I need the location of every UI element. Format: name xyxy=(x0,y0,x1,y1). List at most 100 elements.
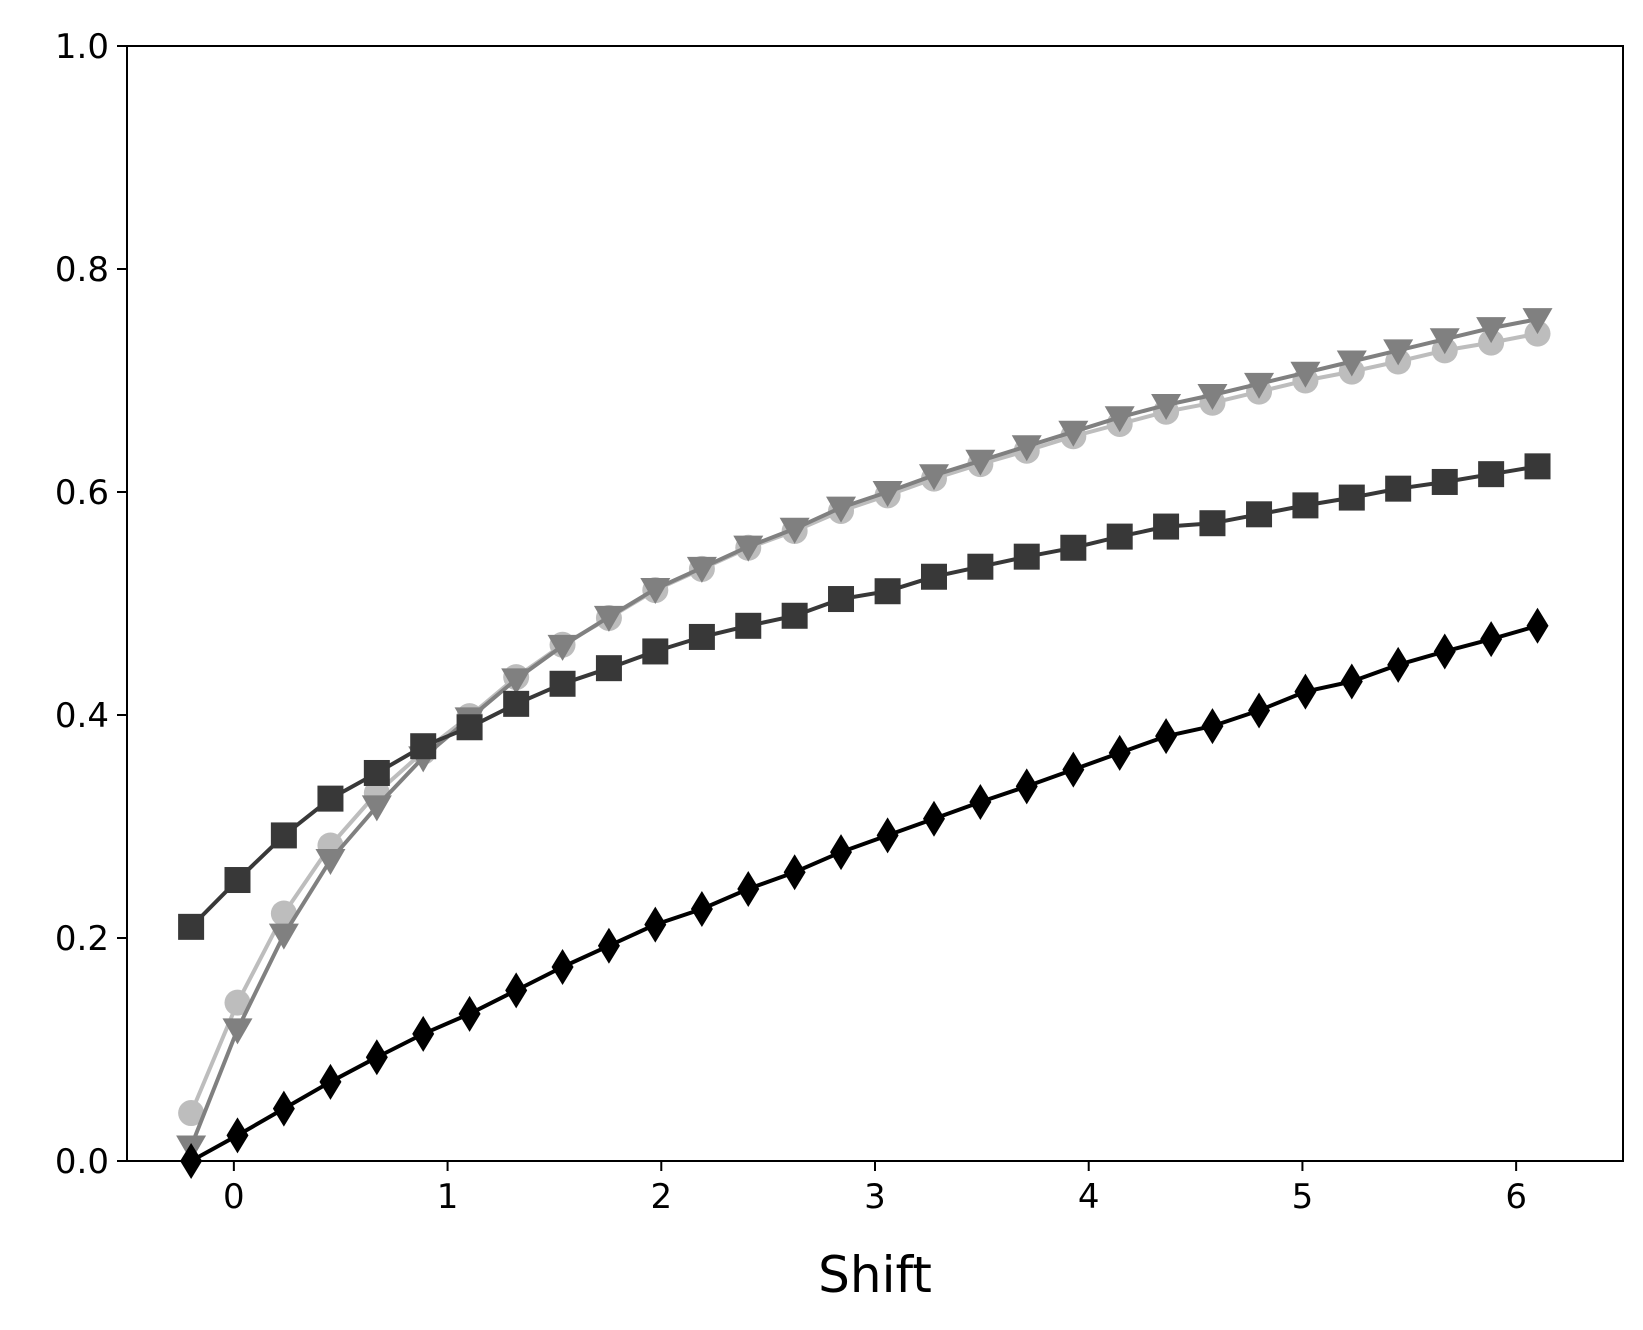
data-point xyxy=(1197,383,1228,410)
data-point xyxy=(1013,543,1040,570)
data-point xyxy=(644,906,667,943)
data-point xyxy=(1015,768,1038,805)
data-point xyxy=(1248,692,1271,729)
y-axis: 0.0 0.2 0.4 0.6 0.8 1.0 xyxy=(55,27,127,1182)
data-point xyxy=(224,867,251,894)
data-point xyxy=(690,891,713,928)
data-point xyxy=(1106,523,1133,550)
data-point xyxy=(640,578,671,605)
x-axis: 0 1 2 3 4 5 6 xyxy=(223,1161,1527,1217)
data-point xyxy=(226,1117,249,1154)
data-point xyxy=(178,913,205,940)
data-point xyxy=(365,1039,388,1076)
data-point xyxy=(547,634,578,661)
series-triangle-down xyxy=(176,308,1553,1162)
data-point xyxy=(1108,734,1131,771)
data-point xyxy=(412,1015,435,1052)
data-point xyxy=(1340,663,1363,700)
y-tick-label: 0.8 xyxy=(55,250,109,290)
data-point xyxy=(501,668,532,695)
data-point xyxy=(965,449,996,476)
data-point xyxy=(1155,718,1178,755)
data-point xyxy=(361,795,392,822)
data-point xyxy=(551,948,574,985)
series-layer xyxy=(176,308,1553,1179)
data-point xyxy=(779,517,810,544)
data-point xyxy=(222,1018,253,1045)
x-tick-label: 5 xyxy=(1292,1177,1314,1217)
data-point xyxy=(178,1100,205,1127)
series-square xyxy=(178,453,1551,940)
data-point xyxy=(1431,468,1458,495)
data-point xyxy=(922,800,945,837)
data-point xyxy=(1062,751,1085,788)
data-point xyxy=(1478,461,1505,488)
data-point xyxy=(458,995,481,1032)
data-point xyxy=(268,923,299,950)
data-point xyxy=(830,834,853,871)
series-diamond xyxy=(180,607,1549,1179)
data-point xyxy=(918,464,949,491)
y-tick-label: 0.4 xyxy=(55,696,109,736)
data-point xyxy=(1338,484,1365,511)
data-point xyxy=(1476,317,1507,344)
data-point xyxy=(1522,308,1553,335)
data-point xyxy=(1524,453,1551,480)
data-point xyxy=(1385,475,1412,502)
data-point xyxy=(1294,673,1317,710)
data-point xyxy=(595,655,622,682)
data-point xyxy=(505,972,528,1009)
data-point xyxy=(1383,339,1414,366)
data-point xyxy=(1244,372,1275,399)
y-tick-label: 1.0 xyxy=(55,27,109,67)
data-point xyxy=(410,733,437,760)
x-tick-label: 2 xyxy=(650,1177,672,1217)
data-point xyxy=(1151,394,1182,421)
data-point xyxy=(456,714,483,741)
x-tick-label: 1 xyxy=(437,1177,459,1217)
data-point xyxy=(781,602,808,629)
data-point xyxy=(1433,633,1456,670)
data-point xyxy=(688,623,715,650)
data-point xyxy=(967,553,994,580)
x-axis-title: Shift xyxy=(818,1246,932,1304)
data-point xyxy=(969,783,992,820)
x-tick-label: 6 xyxy=(1505,1177,1527,1217)
data-point xyxy=(642,638,669,665)
data-point xyxy=(737,870,760,907)
data-point xyxy=(317,785,344,812)
data-point xyxy=(363,759,390,786)
data-point xyxy=(270,822,297,849)
data-point xyxy=(686,556,717,583)
y-tick-label: 0.6 xyxy=(55,473,109,513)
data-point xyxy=(1199,510,1226,537)
data-point xyxy=(270,900,297,927)
data-point xyxy=(1292,492,1319,519)
data-point xyxy=(1246,501,1273,528)
data-point xyxy=(826,496,857,523)
data-point xyxy=(1201,708,1224,745)
y-tick-label: 0.0 xyxy=(55,1142,109,1182)
data-point xyxy=(597,927,620,964)
data-point xyxy=(272,1090,295,1127)
data-point xyxy=(1060,534,1087,561)
data-point xyxy=(1290,361,1321,388)
x-tick-label: 4 xyxy=(1078,1177,1100,1217)
data-point xyxy=(224,989,251,1016)
data-point xyxy=(876,817,899,854)
data-point xyxy=(1011,435,1042,462)
x-tick-label: 3 xyxy=(864,1177,886,1217)
data-point xyxy=(315,848,346,875)
data-point xyxy=(593,605,624,632)
data-point xyxy=(1526,607,1549,644)
data-point xyxy=(1104,406,1135,433)
data-point xyxy=(1387,646,1410,683)
data-point xyxy=(1153,513,1180,540)
data-point xyxy=(828,586,855,613)
data-point xyxy=(735,612,762,639)
data-point xyxy=(319,1063,342,1100)
data-point xyxy=(874,578,901,605)
data-point xyxy=(503,690,530,717)
data-point xyxy=(1336,350,1367,377)
